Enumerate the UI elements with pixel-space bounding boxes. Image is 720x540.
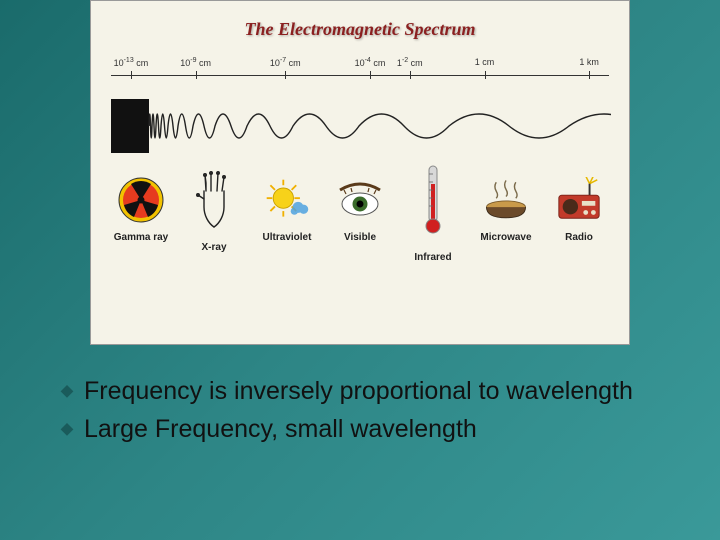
- band-label: Ultraviolet: [263, 232, 312, 244]
- band-label: Radio: [565, 232, 593, 244]
- band-label: Visible: [344, 232, 376, 244]
- scale-tick: [589, 71, 590, 79]
- radiation-icon: [117, 176, 165, 224]
- wavelength-scale: 10-13 cm10-9 cm10-7 cm10-4 cm1-2 cm1 cm1…: [111, 61, 609, 81]
- scale-label: 10-9 cm: [180, 57, 211, 68]
- scale-label: 10-4 cm: [355, 57, 386, 68]
- band-label: Infrared: [414, 252, 451, 264]
- bullet-text: Large Frequency, small wavelength: [84, 413, 670, 447]
- scale-tick: [485, 71, 486, 79]
- band-label: Gamma ray: [114, 232, 168, 244]
- diamond-bullet-icon: [60, 423, 74, 437]
- scale-tick: [131, 71, 132, 79]
- scale-label: 10-13 cm: [114, 57, 149, 68]
- bullet-item: Frequency is inversely proportional to w…: [60, 375, 670, 409]
- spectrum-diagram: The Electromagnetic Spectrum 10-13 cm10-…: [90, 0, 630, 345]
- scale-tick: [196, 71, 197, 79]
- sun-cloud-icon: [263, 176, 311, 224]
- radio-icon: [555, 176, 603, 224]
- band-label: Microwave: [480, 232, 531, 244]
- band-uv: Ultraviolet: [252, 176, 322, 244]
- thermometer-icon: [409, 176, 457, 224]
- scale-label: 1 cm: [475, 57, 495, 67]
- band-xray: X-ray: [179, 176, 249, 254]
- band-microwave: Microwave: [471, 176, 541, 244]
- bullet-item: Large Frequency, small wavelength: [60, 413, 670, 447]
- hot-dish-icon: [482, 176, 530, 224]
- scale-tick: [410, 71, 411, 79]
- scale-tick: [285, 71, 286, 79]
- scale-label: 1-2 cm: [397, 57, 423, 68]
- band-icons-row: Gamma ray X-ray: [106, 176, 614, 286]
- band-gamma: Gamma ray: [106, 176, 176, 244]
- diamond-bullet-icon: [60, 385, 74, 399]
- band-radio: Radio: [544, 176, 614, 244]
- diagram-title: The Electromagnetic Spectrum: [91, 19, 629, 40]
- scale-tick: [370, 71, 371, 79]
- scale-axis-line: [111, 75, 609, 76]
- band-visible: Visible: [325, 176, 395, 244]
- band-infrared: Infrared: [398, 176, 468, 264]
- scale-label: 10-7 cm: [270, 57, 301, 68]
- eye-icon: [336, 176, 384, 224]
- scale-label: 1 km: [579, 57, 599, 67]
- band-label: X-ray: [201, 242, 226, 254]
- bullet-text: Frequency is inversely proportional to w…: [84, 375, 670, 409]
- bullet-list: Frequency is inversely proportional to w…: [60, 375, 670, 451]
- hand-bones-icon: [190, 176, 238, 224]
- wave-visualization: [111, 91, 609, 161]
